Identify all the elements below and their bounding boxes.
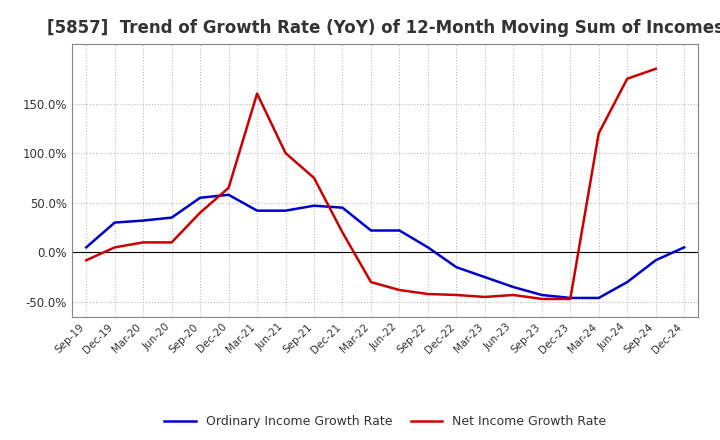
Ordinary Income Growth Rate bbox=[366, 228, 375, 233]
Net Income Growth Rate bbox=[537, 296, 546, 301]
Net Income Growth Rate bbox=[282, 150, 290, 156]
Ordinary Income Growth Rate bbox=[537, 292, 546, 297]
Net Income Growth Rate bbox=[623, 76, 631, 81]
Net Income Growth Rate bbox=[82, 257, 91, 263]
Ordinary Income Growth Rate bbox=[395, 228, 404, 233]
Line: Net Income Growth Rate: Net Income Growth Rate bbox=[86, 69, 656, 299]
Ordinary Income Growth Rate bbox=[282, 208, 290, 213]
Ordinary Income Growth Rate bbox=[423, 245, 432, 250]
Net Income Growth Rate bbox=[253, 91, 261, 96]
Net Income Growth Rate bbox=[452, 292, 461, 297]
Net Income Growth Rate bbox=[395, 287, 404, 293]
Ordinary Income Growth Rate bbox=[338, 205, 347, 210]
Net Income Growth Rate bbox=[167, 240, 176, 245]
Title: [5857]  Trend of Growth Rate (YoY) of 12-Month Moving Sum of Incomes: [5857] Trend of Growth Rate (YoY) of 12-… bbox=[47, 19, 720, 37]
Line: Ordinary Income Growth Rate: Ordinary Income Growth Rate bbox=[86, 195, 684, 298]
Ordinary Income Growth Rate bbox=[652, 257, 660, 263]
Net Income Growth Rate bbox=[225, 185, 233, 191]
Net Income Growth Rate bbox=[595, 131, 603, 136]
Ordinary Income Growth Rate bbox=[480, 275, 489, 280]
Ordinary Income Growth Rate bbox=[225, 192, 233, 198]
Net Income Growth Rate bbox=[366, 279, 375, 285]
Legend: Ordinary Income Growth Rate, Net Income Growth Rate: Ordinary Income Growth Rate, Net Income … bbox=[159, 411, 611, 433]
Ordinary Income Growth Rate bbox=[167, 215, 176, 220]
Ordinary Income Growth Rate bbox=[509, 284, 518, 290]
Ordinary Income Growth Rate bbox=[595, 295, 603, 301]
Net Income Growth Rate bbox=[310, 175, 318, 180]
Net Income Growth Rate bbox=[139, 240, 148, 245]
Net Income Growth Rate bbox=[566, 296, 575, 301]
Net Income Growth Rate bbox=[652, 66, 660, 71]
Ordinary Income Growth Rate bbox=[139, 218, 148, 223]
Net Income Growth Rate bbox=[509, 292, 518, 297]
Net Income Growth Rate bbox=[110, 245, 119, 250]
Net Income Growth Rate bbox=[423, 291, 432, 297]
Net Income Growth Rate bbox=[196, 210, 204, 215]
Ordinary Income Growth Rate bbox=[452, 264, 461, 270]
Net Income Growth Rate bbox=[480, 294, 489, 300]
Ordinary Income Growth Rate bbox=[253, 208, 261, 213]
Net Income Growth Rate bbox=[338, 230, 347, 235]
Ordinary Income Growth Rate bbox=[566, 295, 575, 301]
Ordinary Income Growth Rate bbox=[82, 245, 91, 250]
Ordinary Income Growth Rate bbox=[623, 279, 631, 285]
Ordinary Income Growth Rate bbox=[310, 203, 318, 208]
Ordinary Income Growth Rate bbox=[680, 245, 688, 250]
Ordinary Income Growth Rate bbox=[110, 220, 119, 225]
Ordinary Income Growth Rate bbox=[196, 195, 204, 200]
